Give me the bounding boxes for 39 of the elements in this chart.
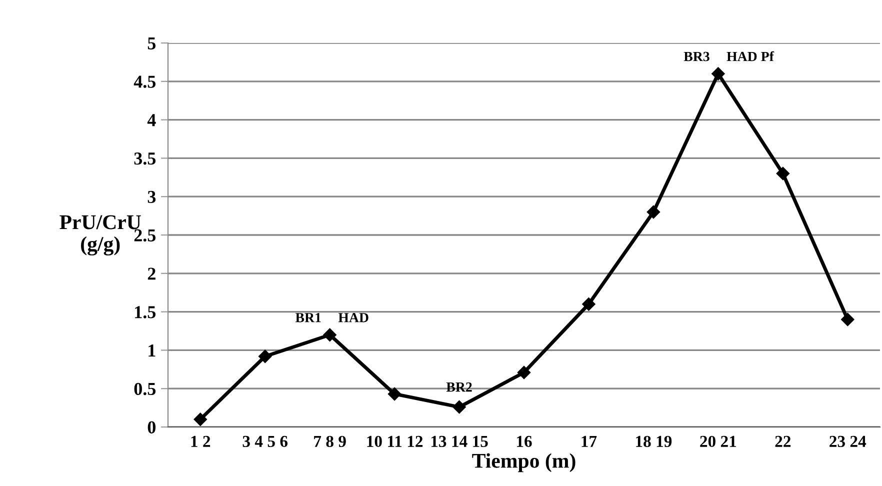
y-tick-label: 1	[148, 344, 156, 356]
y-tick-label: 2	[148, 268, 156, 280]
x-tick-label: 10 11 12	[367, 436, 423, 448]
x-tick-label: 18 19	[636, 436, 672, 448]
x-tick-label: 20 21	[700, 436, 736, 448]
x-tick-label: 22	[775, 436, 791, 447]
point	[841, 312, 854, 326]
x-tick-label: 13 14 15	[431, 436, 488, 448]
y-tick-label: 4	[147, 114, 156, 126]
y-tick-label: 0	[148, 421, 156, 434]
x-tick-label: 17	[582, 436, 597, 447]
point	[776, 166, 790, 180]
x-tick-label: 3 4 5 6	[242, 436, 288, 448]
y-tick-label: 0.5	[134, 382, 156, 396]
annotation: HAD Pf	[726, 51, 774, 62]
point	[582, 298, 596, 311]
annotation: HAD	[338, 312, 368, 322]
point	[388, 387, 402, 401]
y-tick-label: 5	[148, 37, 156, 50]
y-tick-label: 4.5	[134, 76, 156, 88]
x-tick-label: 23 24	[830, 436, 866, 448]
x-tick-label: 1 2	[191, 436, 210, 447]
y-tick-label: 3	[148, 190, 156, 204]
point	[323, 328, 336, 342]
point	[517, 366, 531, 380]
y-tick-label: 1.5	[135, 306, 156, 318]
x-tick-label: 16	[517, 436, 532, 448]
annotation: BR1	[295, 312, 321, 322]
point	[646, 205, 660, 219]
annotation: BR2	[446, 382, 472, 392]
point	[258, 350, 272, 363]
point	[452, 400, 466, 414]
annotation: BR3	[684, 52, 710, 62]
y-tick-label: 3.5	[134, 152, 156, 165]
point	[712, 67, 725, 80]
y-tick-label: 2.5	[134, 229, 156, 242]
point	[194, 412, 207, 426]
x-tick-label: 7 8 9	[314, 436, 346, 448]
x-axis-title: Tiempo (m)	[472, 453, 576, 472]
